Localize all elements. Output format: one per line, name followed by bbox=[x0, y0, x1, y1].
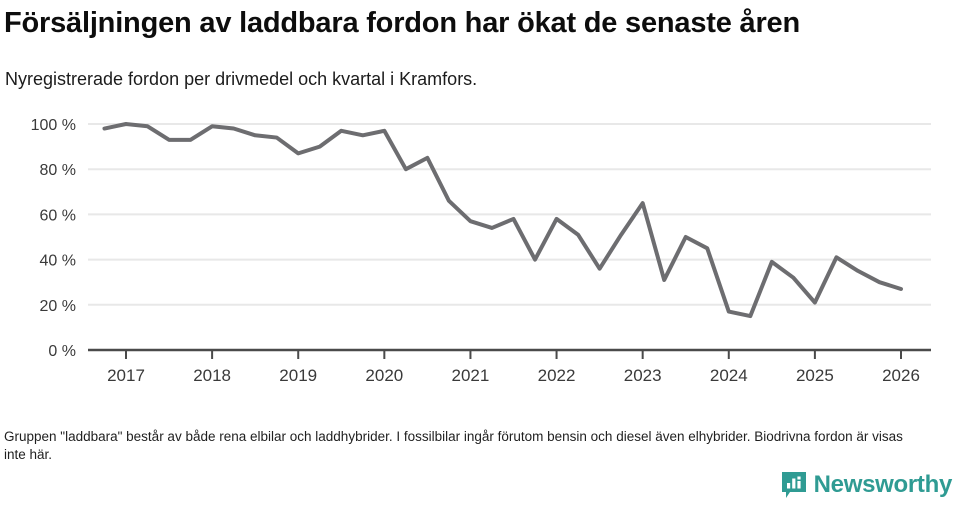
y-axis-tick-label: 80 % bbox=[40, 162, 76, 179]
chart-footnote: Gruppen "laddbara" består av både rena e… bbox=[4, 429, 903, 462]
x-axis-tick-label: 2017 bbox=[107, 366, 145, 385]
line-chart: 0 % 20 % 40 % 60 % 80 % 100 % 2017 2018 2019 2020… bbox=[0, 104, 960, 394]
chart-svg: 0 % 20 % 40 % 60 % 80 % 100 % 2017 2018 2019 2020… bbox=[31, 117, 931, 385]
x-axis-tick-label: 2026 bbox=[882, 366, 920, 385]
x-axis-tick-label: 2023 bbox=[624, 366, 662, 385]
series-line-fossilbilar bbox=[102, 122, 903, 319]
x-axis-tick-label: 2019 bbox=[279, 366, 317, 385]
x-axis-tick-label: 2020 bbox=[365, 366, 403, 385]
y-axis-tick-label: 20 % bbox=[40, 298, 76, 315]
y-axis-tick-label: 100 % bbox=[31, 117, 76, 134]
x-axis-tick-label: 2024 bbox=[710, 366, 748, 385]
page-title: Försäljningen av laddbara fordon har öka… bbox=[4, 7, 800, 39]
y-axis-tick-label: 60 % bbox=[40, 207, 76, 224]
y-axis-tick-label: 40 % bbox=[40, 253, 76, 270]
x-axis-tick-label: 2022 bbox=[538, 366, 576, 385]
x-axis-tick-label: 2021 bbox=[452, 366, 490, 385]
x-axis-tick-label: 2025 bbox=[796, 366, 834, 385]
y-axis-tick-label: 0 % bbox=[48, 343, 76, 360]
page-subtitle: Nyregistrerade fordon per drivmedel och … bbox=[5, 69, 478, 89]
x-axis-tick-label: 2018 bbox=[193, 366, 231, 385]
newsworthy-logo[interactable]: Newsworthy bbox=[781, 470, 952, 500]
newsworthy-bar-chart-bubble-icon bbox=[781, 472, 806, 498]
logo-wordmark: Newsworthy bbox=[813, 471, 953, 498]
